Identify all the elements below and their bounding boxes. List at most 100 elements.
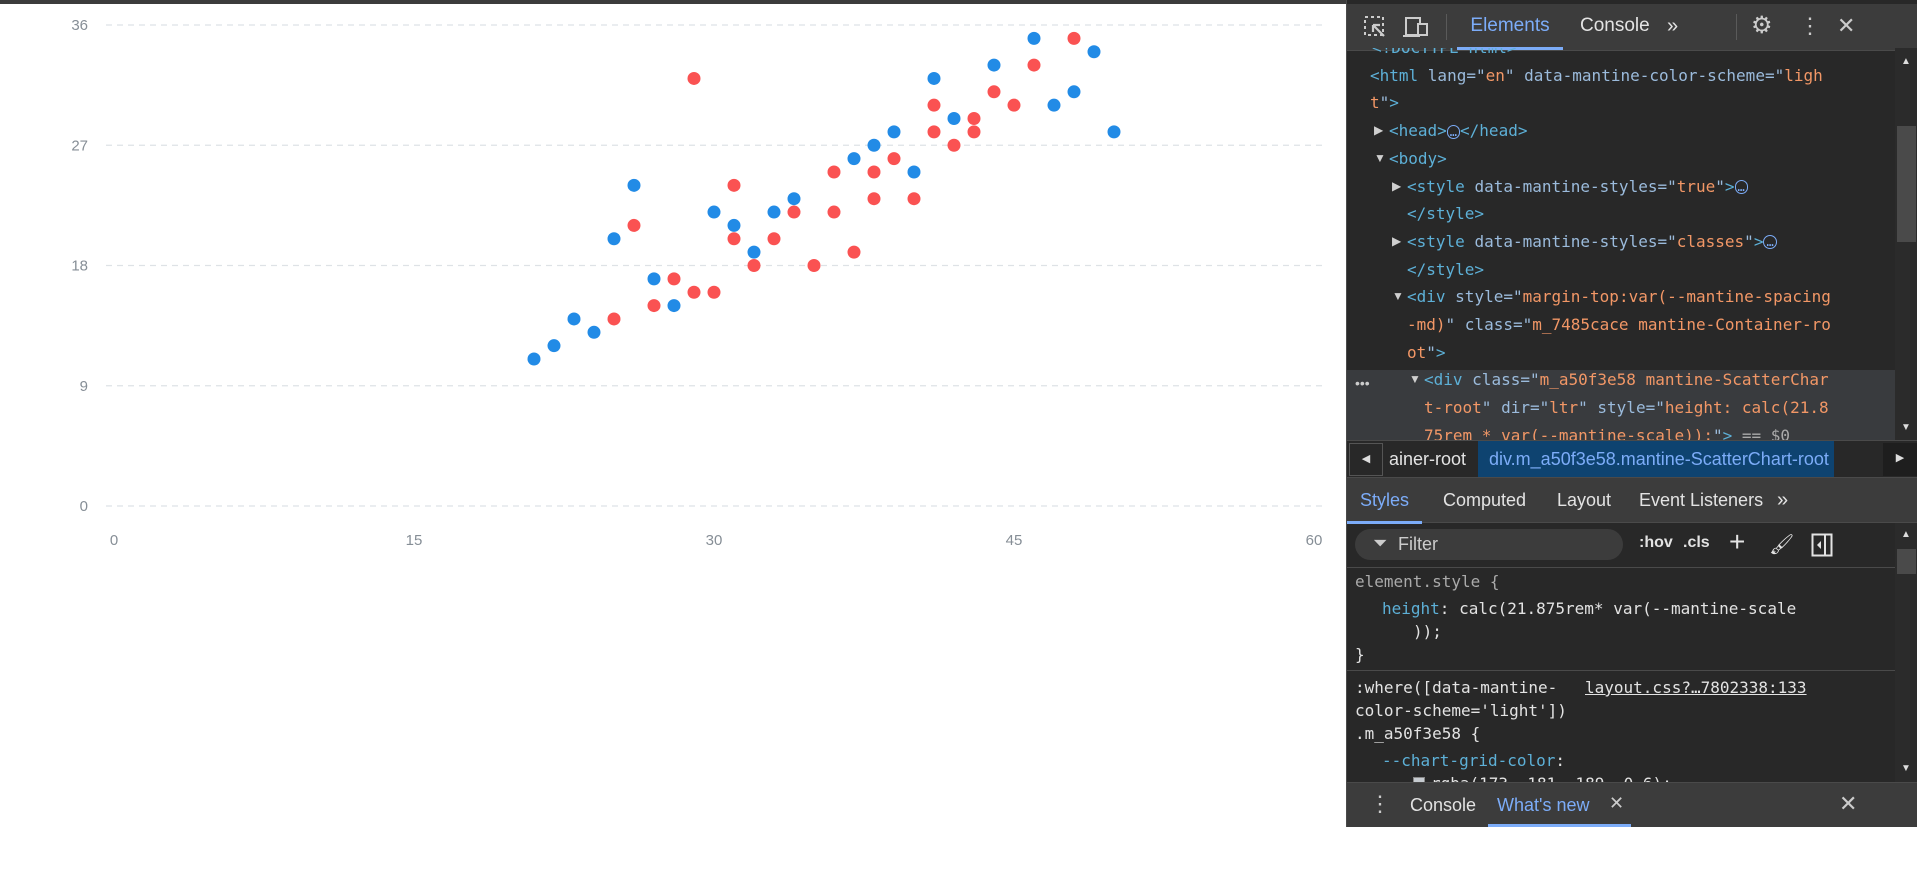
close-devtools-icon[interactable]: ✕: [1837, 13, 1856, 38]
dom-node-line[interactable]: <head>… </head>: [1389, 117, 1527, 144]
dom-token: ": [1379, 93, 1390, 113]
tab-event-listeners[interactable]: Event Listeners: [1639, 490, 1764, 510]
dom-token: en: [1485, 65, 1505, 85]
paint-brush-icon[interactable]: 🖌: [1769, 534, 1795, 556]
dom-token: <style: [1407, 231, 1475, 251]
dom-token: </head>: [1460, 121, 1528, 141]
scatter-point-series-2: [827, 165, 841, 179]
filter-input[interactable]: ⏷ Filter: [1355, 529, 1623, 560]
expand-triangle-icon[interactable]: ▶: [1392, 233, 1402, 248]
scatter-point-series-2: [847, 245, 861, 259]
dom-node-line[interactable]: <html lang="en" data-mantine-color-schem…: [1370, 62, 1823, 89]
dom-node-line[interactable]: <body>: [1389, 145, 1447, 172]
scroll-down-icon[interactable]: ▼: [1901, 763, 1911, 774]
dom-node-line[interactable]: <style data-mantine-styles="classes">…: [1407, 228, 1777, 255]
y-tick-label: 0: [80, 498, 88, 515]
collapse-triangle-icon[interactable]: ▼: [1392, 289, 1404, 304]
dom-node-line[interactable]: </style>: [1407, 200, 1484, 227]
new-style-rule-icon[interactable]: +: [1729, 526, 1746, 557]
tab-styles[interactable]: Styles: [1347, 478, 1422, 524]
scatter-point-series-2: [867, 165, 881, 179]
scatter-point-series-1: [667, 299, 681, 313]
styles-scrollbar[interactable]: ▲ ▼: [1895, 523, 1917, 782]
node-actions-icon[interactable]: •••: [1355, 375, 1370, 391]
close-brace: }: [1355, 645, 1365, 664]
dom-token: </style>: [1407, 259, 1485, 279]
dom-token: margin-top:var(--mantine-spacing: [1522, 287, 1831, 307]
scrollbar-thumb[interactable]: [1897, 126, 1916, 242]
tab-elements[interactable]: Elements: [1457, 4, 1563, 50]
element-style-selector: element.style {: [1355, 572, 1500, 591]
scatter-point-series-1: [1087, 45, 1101, 59]
scroll-down-icon[interactable]: ▼: [1901, 422, 1911, 433]
dom-node-line[interactable]: <style data-mantine-styles="true">…: [1407, 173, 1748, 200]
expand-ellipsis-button[interactable]: …: [1446, 124, 1461, 139]
dom-token: >: [1753, 231, 1764, 251]
dom-node-line[interactable]: t-root" dir="ltr" style="height: calc(21…: [1424, 394, 1829, 421]
color-swatch[interactable]: [1413, 777, 1425, 782]
dom-node-line[interactable]: <div style="margin-top:var(--mantine-spa…: [1407, 283, 1831, 310]
dom-node-line[interactable]: 75rem * var(--mantine-scale));"> == $0: [1424, 422, 1790, 440]
more-tabs-icon[interactable]: »: [1667, 15, 1679, 37]
drawer-tab-whats-new[interactable]: What's new ✕: [1488, 783, 1631, 827]
breadcrumb-item[interactable]: ainer-root: [1389, 449, 1467, 469]
device-toolbar-icon[interactable]: [1403, 15, 1431, 39]
dom-node-line[interactable]: <!DOCTYPE html>: [1372, 48, 1517, 61]
y-tick-label: 27: [71, 137, 88, 154]
settings-gear-icon[interactable]: ⚙: [1751, 12, 1773, 39]
scrollbar-thumb[interactable]: [1897, 549, 1916, 574]
tab-layout[interactable]: Layout: [1557, 490, 1612, 510]
more-style-tabs-icon[interactable]: »: [1777, 489, 1789, 511]
dom-node-line[interactable]: t">: [1370, 89, 1399, 116]
collapse-triangle-icon[interactable]: ▼: [1409, 372, 1421, 387]
expand-triangle-icon[interactable]: ▶: [1374, 123, 1384, 138]
rule-selector: .m_a50f3e58 {: [1355, 724, 1481, 743]
dom-token: ": [1504, 65, 1525, 85]
dom-scrollbar[interactable]: ▲ ▼: [1895, 48, 1917, 440]
scroll-up-icon[interactable]: ▲: [1901, 56, 1911, 67]
scatter-point-series-2: [627, 218, 641, 232]
style-declaration[interactable]: --chart-grid-color:: [1382, 751, 1566, 770]
hov-button[interactable]: :hov: [1639, 534, 1673, 551]
more-options-icon[interactable]: ⋮: [1799, 13, 1821, 38]
expand-triangle-icon[interactable]: ▶: [1392, 178, 1402, 193]
scatter-point-series-2: [707, 285, 721, 299]
y-tick-label: 18: [71, 258, 88, 275]
dom-node-line[interactable]: -md)" class="m_7485cace mantine-Containe…: [1407, 311, 1831, 338]
scatter-point-series-2: [927, 125, 941, 139]
tab-console[interactable]: Console: [1580, 15, 1650, 36]
drawer-menu-icon[interactable]: ⋮: [1369, 791, 1391, 816]
scatter-point-series-2: [947, 138, 961, 152]
drawer-tab-console[interactable]: Console: [1410, 795, 1477, 815]
breadcrumb-right-arrow-icon[interactable]: ▶: [1883, 443, 1917, 476]
cls-button[interactable]: .cls: [1683, 534, 1710, 551]
dom-token: =": [1657, 176, 1677, 196]
dom-node-line[interactable]: ot">: [1407, 339, 1446, 366]
dom-token: m_a50f3e58 mantine-ScatterChar: [1539, 370, 1829, 390]
dom-token: m_7485cace mantine-Container-ro: [1532, 315, 1831, 334]
close-drawer-icon[interactable]: ✕: [1839, 791, 1858, 816]
close-tab-icon[interactable]: ✕: [1609, 793, 1625, 813]
dom-token: =": [1645, 398, 1665, 418]
collapse-triangle-icon[interactable]: ▼: [1374, 150, 1386, 165]
inspect-element-icon[interactable]: [1363, 15, 1387, 39]
toggle-sidebar-icon[interactable]: [1811, 533, 1833, 557]
dom-token: ltr: [1549, 398, 1579, 418]
breadcrumb-item-selected[interactable]: div.m_a50f3e58.mantine-ScatterChart-root: [1478, 441, 1834, 477]
dom-node-line[interactable]: </style>: [1407, 256, 1484, 283]
rule-source-link[interactable]: layout.css?…7802338:133: [1585, 678, 1807, 697]
tab-computed[interactable]: Computed: [1443, 490, 1527, 510]
dom-token: height: calc(21.8: [1664, 398, 1829, 418]
scroll-up-icon[interactable]: ▲: [1901, 529, 1911, 540]
dom-token: class: [1472, 370, 1521, 390]
scatter-point-series-1: [767, 205, 781, 219]
divider: [1446, 14, 1447, 40]
dom-node-line[interactable]: <div class="m_a50f3e58 mantine-ScatterCh…: [1424, 366, 1829, 393]
expand-ellipsis-button[interactable]: …: [1763, 235, 1777, 250]
styles-tabbar: Styles Computed Layout Event Listeners »: [1347, 478, 1917, 524]
expand-ellipsis-button[interactable]: …: [1734, 180, 1748, 194]
devtools-panel: Elements Console » ⚙ ⋮ ✕ ••• <!DOCTYPE h…: [1346, 0, 1917, 827]
style-declaration[interactable]: height: calc(21.875rem* var(--mantine-sc…: [1382, 599, 1797, 618]
breadcrumb-left-arrow-icon[interactable]: ◀: [1349, 443, 1383, 476]
dom-token: <body>: [1389, 148, 1447, 168]
